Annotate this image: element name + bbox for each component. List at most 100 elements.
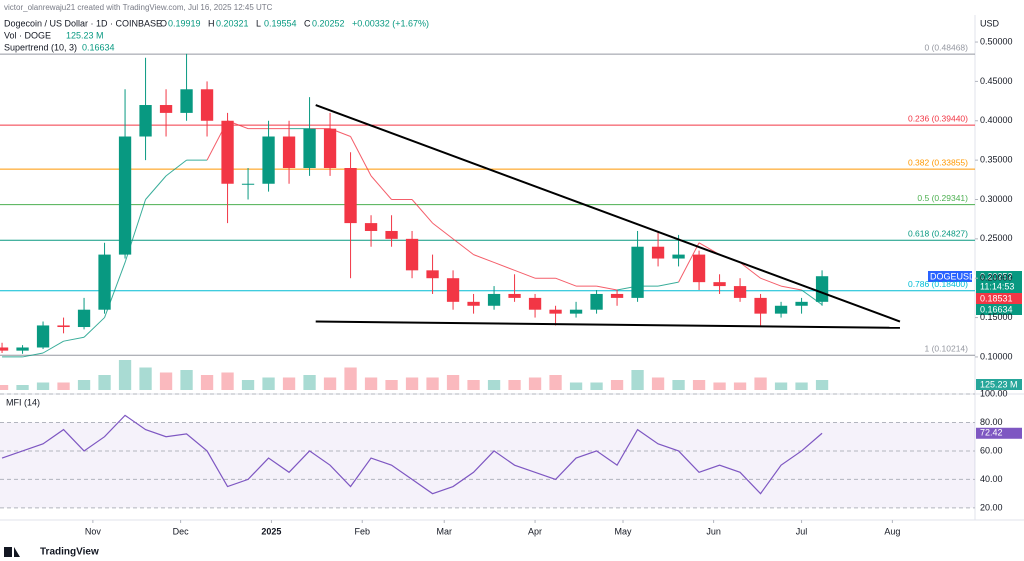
x-tick-label: Feb — [354, 526, 370, 536]
supertrend — [370, 175, 392, 200]
volume-bar — [385, 380, 398, 390]
volume-bar — [815, 380, 829, 390]
ohlc-value: 0.20321 — [216, 18, 249, 28]
volume-bar — [508, 380, 521, 390]
y-tick-label: 0.45000 — [980, 76, 1013, 86]
y-tick-label: 0.20000 — [980, 273, 1013, 283]
volume-bar — [323, 377, 337, 390]
supertrend-value: 0.16634 — [82, 42, 115, 52]
volume-bar — [569, 382, 583, 390]
volume-bar — [139, 367, 152, 390]
fib-label: 0.236 (0.39440) — [908, 113, 968, 123]
volume-bar — [118, 360, 132, 390]
volume-bar — [159, 372, 173, 390]
volume-bar — [241, 380, 255, 390]
volume-bar — [344, 367, 357, 390]
fib-label: 0.382 (0.33855) — [908, 157, 968, 167]
supertrend — [432, 222, 454, 240]
candle-body — [754, 297, 767, 314]
volume-bar — [0, 385, 9, 390]
volume-bar — [692, 380, 706, 390]
volume-bar — [713, 382, 726, 390]
volume-bar — [303, 375, 316, 390]
volume-bar — [795, 382, 808, 390]
ohlc-key: O — [160, 18, 167, 28]
supertrend — [493, 262, 515, 271]
volume-bar — [364, 377, 378, 390]
volume-bar — [98, 375, 111, 390]
supertrend — [165, 159, 187, 177]
mfi-line — [1, 414, 823, 495]
ohlc-value: 0.20252 — [312, 18, 345, 28]
candle-body — [815, 276, 829, 302]
y-tick-label: 0.50000 — [980, 36, 1013, 46]
volume-bar — [528, 377, 542, 390]
supertrend — [760, 277, 782, 287]
ohlc-key: H — [208, 18, 215, 28]
supertrend — [350, 136, 372, 177]
fib-label: 1 (0.10214) — [925, 344, 969, 354]
candle-body — [262, 136, 275, 184]
supertrend — [83, 317, 105, 338]
volume-bar — [549, 375, 562, 390]
price-badge: 0.20252 — [980, 271, 1013, 281]
candle-body — [385, 230, 398, 239]
volume-bar — [36, 382, 50, 390]
candle-body — [467, 301, 480, 306]
volume-value: 125.23 M — [66, 30, 104, 40]
candle-body — [610, 293, 624, 298]
change: +0.00332 (+1.67%) — [352, 18, 429, 28]
fib-label: 0.786 (0.18400) — [908, 279, 968, 289]
y-tick-label: 0.25000 — [980, 233, 1013, 243]
candle-body — [426, 270, 439, 279]
candle-body — [180, 89, 193, 113]
volume-bar — [631, 370, 644, 390]
candle-body — [590, 293, 603, 310]
candle-body — [221, 120, 234, 184]
supertrend — [411, 199, 433, 224]
x-tick-label: Nov — [85, 526, 102, 536]
volume-bar — [651, 377, 665, 390]
volume-bar — [16, 385, 29, 390]
y-tick-label: 100.00 — [980, 388, 1008, 398]
supertrend — [514, 269, 536, 279]
y-tick-label: 40.00 — [980, 474, 1003, 484]
currency: USD — [980, 18, 1000, 28]
volume-bar — [733, 382, 747, 390]
candle-body — [323, 128, 337, 168]
badge-bg — [928, 271, 972, 282]
symbol: Dogecoin / US Dollar · 1D · COINBASE — [4, 18, 162, 28]
volume-bar — [610, 380, 624, 390]
candle-body — [364, 223, 378, 231]
supertrend-badge: 0.16634 — [980, 304, 1013, 314]
candle-body — [282, 136, 296, 168]
supertrend — [452, 238, 474, 255]
y-tick-label: 20.00 — [980, 502, 1003, 512]
candle-body — [733, 286, 747, 298]
badge-bg — [976, 304, 1022, 315]
supertrend — [801, 289, 823, 306]
volume-bar — [282, 377, 296, 390]
volume-bar — [180, 370, 193, 390]
volume-bar — [672, 380, 685, 390]
trendline — [315, 104, 901, 323]
candle-body — [795, 301, 808, 306]
x-tick-label: Jun — [706, 526, 721, 536]
supertrend — [555, 277, 577, 287]
supertrend — [596, 285, 618, 291]
candle-body — [98, 254, 111, 310]
candle-body — [508, 293, 521, 298]
y-tick-label: 0.10000 — [980, 351, 1013, 361]
candle-body — [36, 325, 50, 348]
supertrend — [657, 281, 679, 287]
ohlc-key: C — [304, 18, 311, 28]
y-tick-label: 0.40000 — [980, 115, 1013, 125]
candle-body — [16, 347, 29, 351]
supertrend — [739, 262, 761, 279]
volume-bar — [487, 380, 501, 390]
mfi-background — [0, 422, 975, 508]
candle-body — [0, 347, 9, 351]
supertrend — [22, 352, 44, 358]
fib-label: 0.5 (0.29341) — [917, 193, 968, 203]
x-tick-label: Jul — [796, 526, 808, 536]
